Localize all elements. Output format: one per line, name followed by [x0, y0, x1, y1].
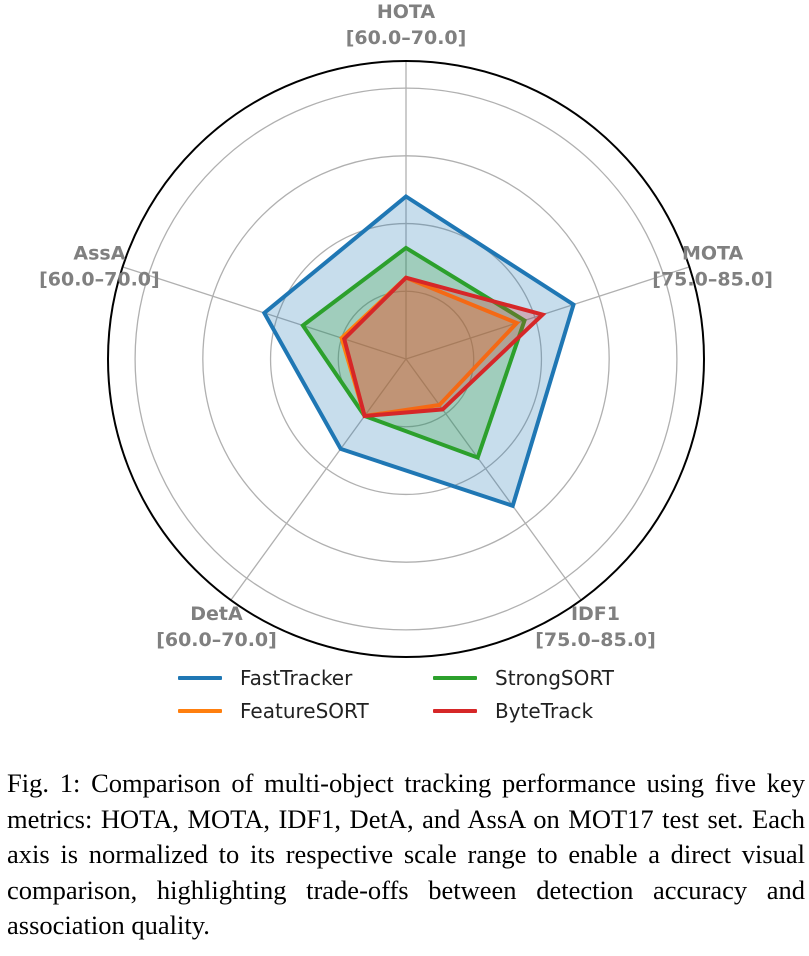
series-fill-bytetrack: [344, 277, 543, 416]
legend-swatch-bytetrack: [433, 709, 477, 713]
legend-item-fasttracker: FastTracker: [178, 664, 433, 692]
axis-label-mota: MOTA: [682, 242, 744, 264]
legend-swatch-featuresort: [178, 709, 222, 713]
legend-item-featuresort: FeatureSORT: [178, 697, 433, 725]
figure-caption: Fig. 1: Comparison of multi-object track…: [7, 768, 805, 940]
series-fill-featuresort: [341, 277, 517, 416]
series-line-strongsort: [300, 245, 527, 461]
axis-spoke: [405, 358, 582, 601]
legend-swatch-strongsort: [433, 676, 477, 680]
legend-label: StrongSORT: [495, 666, 615, 690]
axis-label-idf1: IDF1: [571, 603, 620, 625]
series-line-fasttracker: [261, 194, 576, 509]
legend: FastTracker StrongSORT FeatureSORT ByteT…: [178, 664, 658, 725]
axis-spoke: [230, 358, 407, 601]
series-fill-fasttracker: [264, 196, 574, 506]
axis-spoke: [405, 266, 690, 360]
axis-range-assa: [60.0–70.0]: [39, 268, 160, 290]
axis-labels: HOTA [60.0–70.0] MOTA [75.0–85.0] IDF1 [75.0–…: [39, 1, 773, 651]
axis-range-mota: [75.0–85.0]: [652, 268, 773, 290]
radar-frame: [107, 60, 705, 658]
radar-chart: HOTA [60.0–70.0] MOTA [75.0–85.0] IDF1 [75.0–…: [39, 1, 773, 658]
axis-range-idf1: [75.0–85.0]: [535, 629, 656, 651]
radar-grid: [107, 60, 705, 658]
legend-label: FastTracker: [240, 666, 353, 690]
legend-item-strongsort: StrongSORT: [433, 664, 653, 692]
series-line-bytetrack: [341, 275, 547, 419]
legend-swatch-fasttracker: [178, 676, 222, 680]
axis-label-assa: AssA: [73, 242, 125, 264]
legend-label: FeatureSORT: [240, 699, 369, 723]
axis-range-deta: [60.0–70.0]: [156, 629, 277, 651]
legend-item-bytetrack: ByteTrack: [433, 697, 653, 725]
axis-label-hota: HOTA: [377, 1, 436, 23]
axis-range-hota: [60.0–70.0]: [346, 27, 467, 49]
axis-label-deta: DetA: [190, 603, 243, 625]
radar-series: [261, 194, 576, 509]
legend-label: ByteTrack: [495, 699, 594, 723]
